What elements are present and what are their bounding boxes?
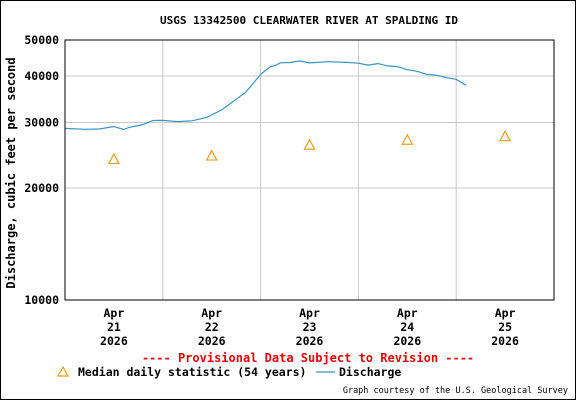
x-tick-text: Apr	[104, 306, 125, 320]
series-lines	[64, 60, 467, 131]
plot-area-border	[64, 39, 555, 301]
x-tick-text: Apr	[299, 306, 320, 320]
y-tick-labels: 10000 20000 30000 40000 50000	[24, 33, 59, 307]
y-tick-label: 20000	[24, 181, 59, 195]
discharge-line	[64, 60, 467, 131]
median-marker	[499, 129, 512, 142]
x-tick-text: 2026	[491, 334, 519, 348]
median-marker	[401, 133, 414, 145]
x-tick-text: 21	[107, 320, 121, 334]
legend-discharge-label: Discharge	[339, 365, 401, 379]
x-tick-labels: Apr212026Apr222026Apr232026Apr242026Apr2…	[100, 306, 519, 348]
y-tick-label: 40000	[24, 69, 59, 83]
median-markers	[107, 129, 512, 165]
legend-median-marker	[56, 365, 70, 377]
chart-title: USGS 13342500 CLEARWATER RIVER AT SPALDI…	[160, 14, 458, 27]
x-tick-text: Apr	[397, 306, 418, 320]
x-tick-text: 24	[400, 320, 414, 334]
y-axis-label: Discharge, cubic feet per second	[4, 57, 18, 288]
x-tick-text: 2026	[393, 334, 421, 348]
median-marker	[205, 149, 218, 161]
x-tick-text: 23	[303, 320, 317, 334]
legend-median-label: Median daily statistic (54 years)	[78, 365, 306, 379]
x-tick-text: 25	[498, 320, 512, 334]
x-tick-text: Apr	[201, 306, 222, 320]
y-tick-label: 10000	[24, 293, 59, 307]
median-marker	[303, 138, 316, 150]
x-tick-text: Apr	[495, 306, 516, 320]
legend: Median daily statistic (54 years) Discha…	[56, 365, 401, 379]
y-tick-label: 50000	[24, 33, 59, 47]
x-tick-text: 2026	[100, 334, 128, 348]
y-tick-label: 30000	[24, 116, 59, 130]
x-tick-text: 2026	[296, 334, 324, 348]
median-marker	[107, 152, 120, 165]
provisional-notice: ---- Provisional Data Subject to Revisio…	[142, 351, 474, 365]
credit-text: Graph courtesy of the U.S. Geological Su…	[343, 386, 568, 396]
x-tick-text: 22	[205, 320, 219, 334]
x-tick-text: 2026	[198, 334, 226, 348]
